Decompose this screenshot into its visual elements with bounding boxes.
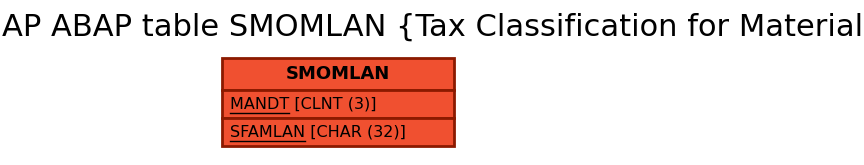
Bar: [222, 118, 454, 146]
Text: SMOMLAN: SMOMLAN: [286, 65, 391, 83]
Text: SAP ABAP table SMOMLAN {Tax Classification for Material}: SAP ABAP table SMOMLAN {Tax Classificati…: [0, 13, 864, 42]
Text: SFAMLAN: SFAMLAN: [230, 125, 305, 139]
Text: SFAMLAN [CHAR (32)]: SFAMLAN [CHAR (32)]: [230, 125, 406, 139]
Text: MANDT: MANDT: [230, 97, 289, 112]
Bar: [222, 58, 454, 90]
Text: MANDT [CLNT (3)]: MANDT [CLNT (3)]: [230, 97, 377, 112]
Bar: [222, 90, 454, 118]
